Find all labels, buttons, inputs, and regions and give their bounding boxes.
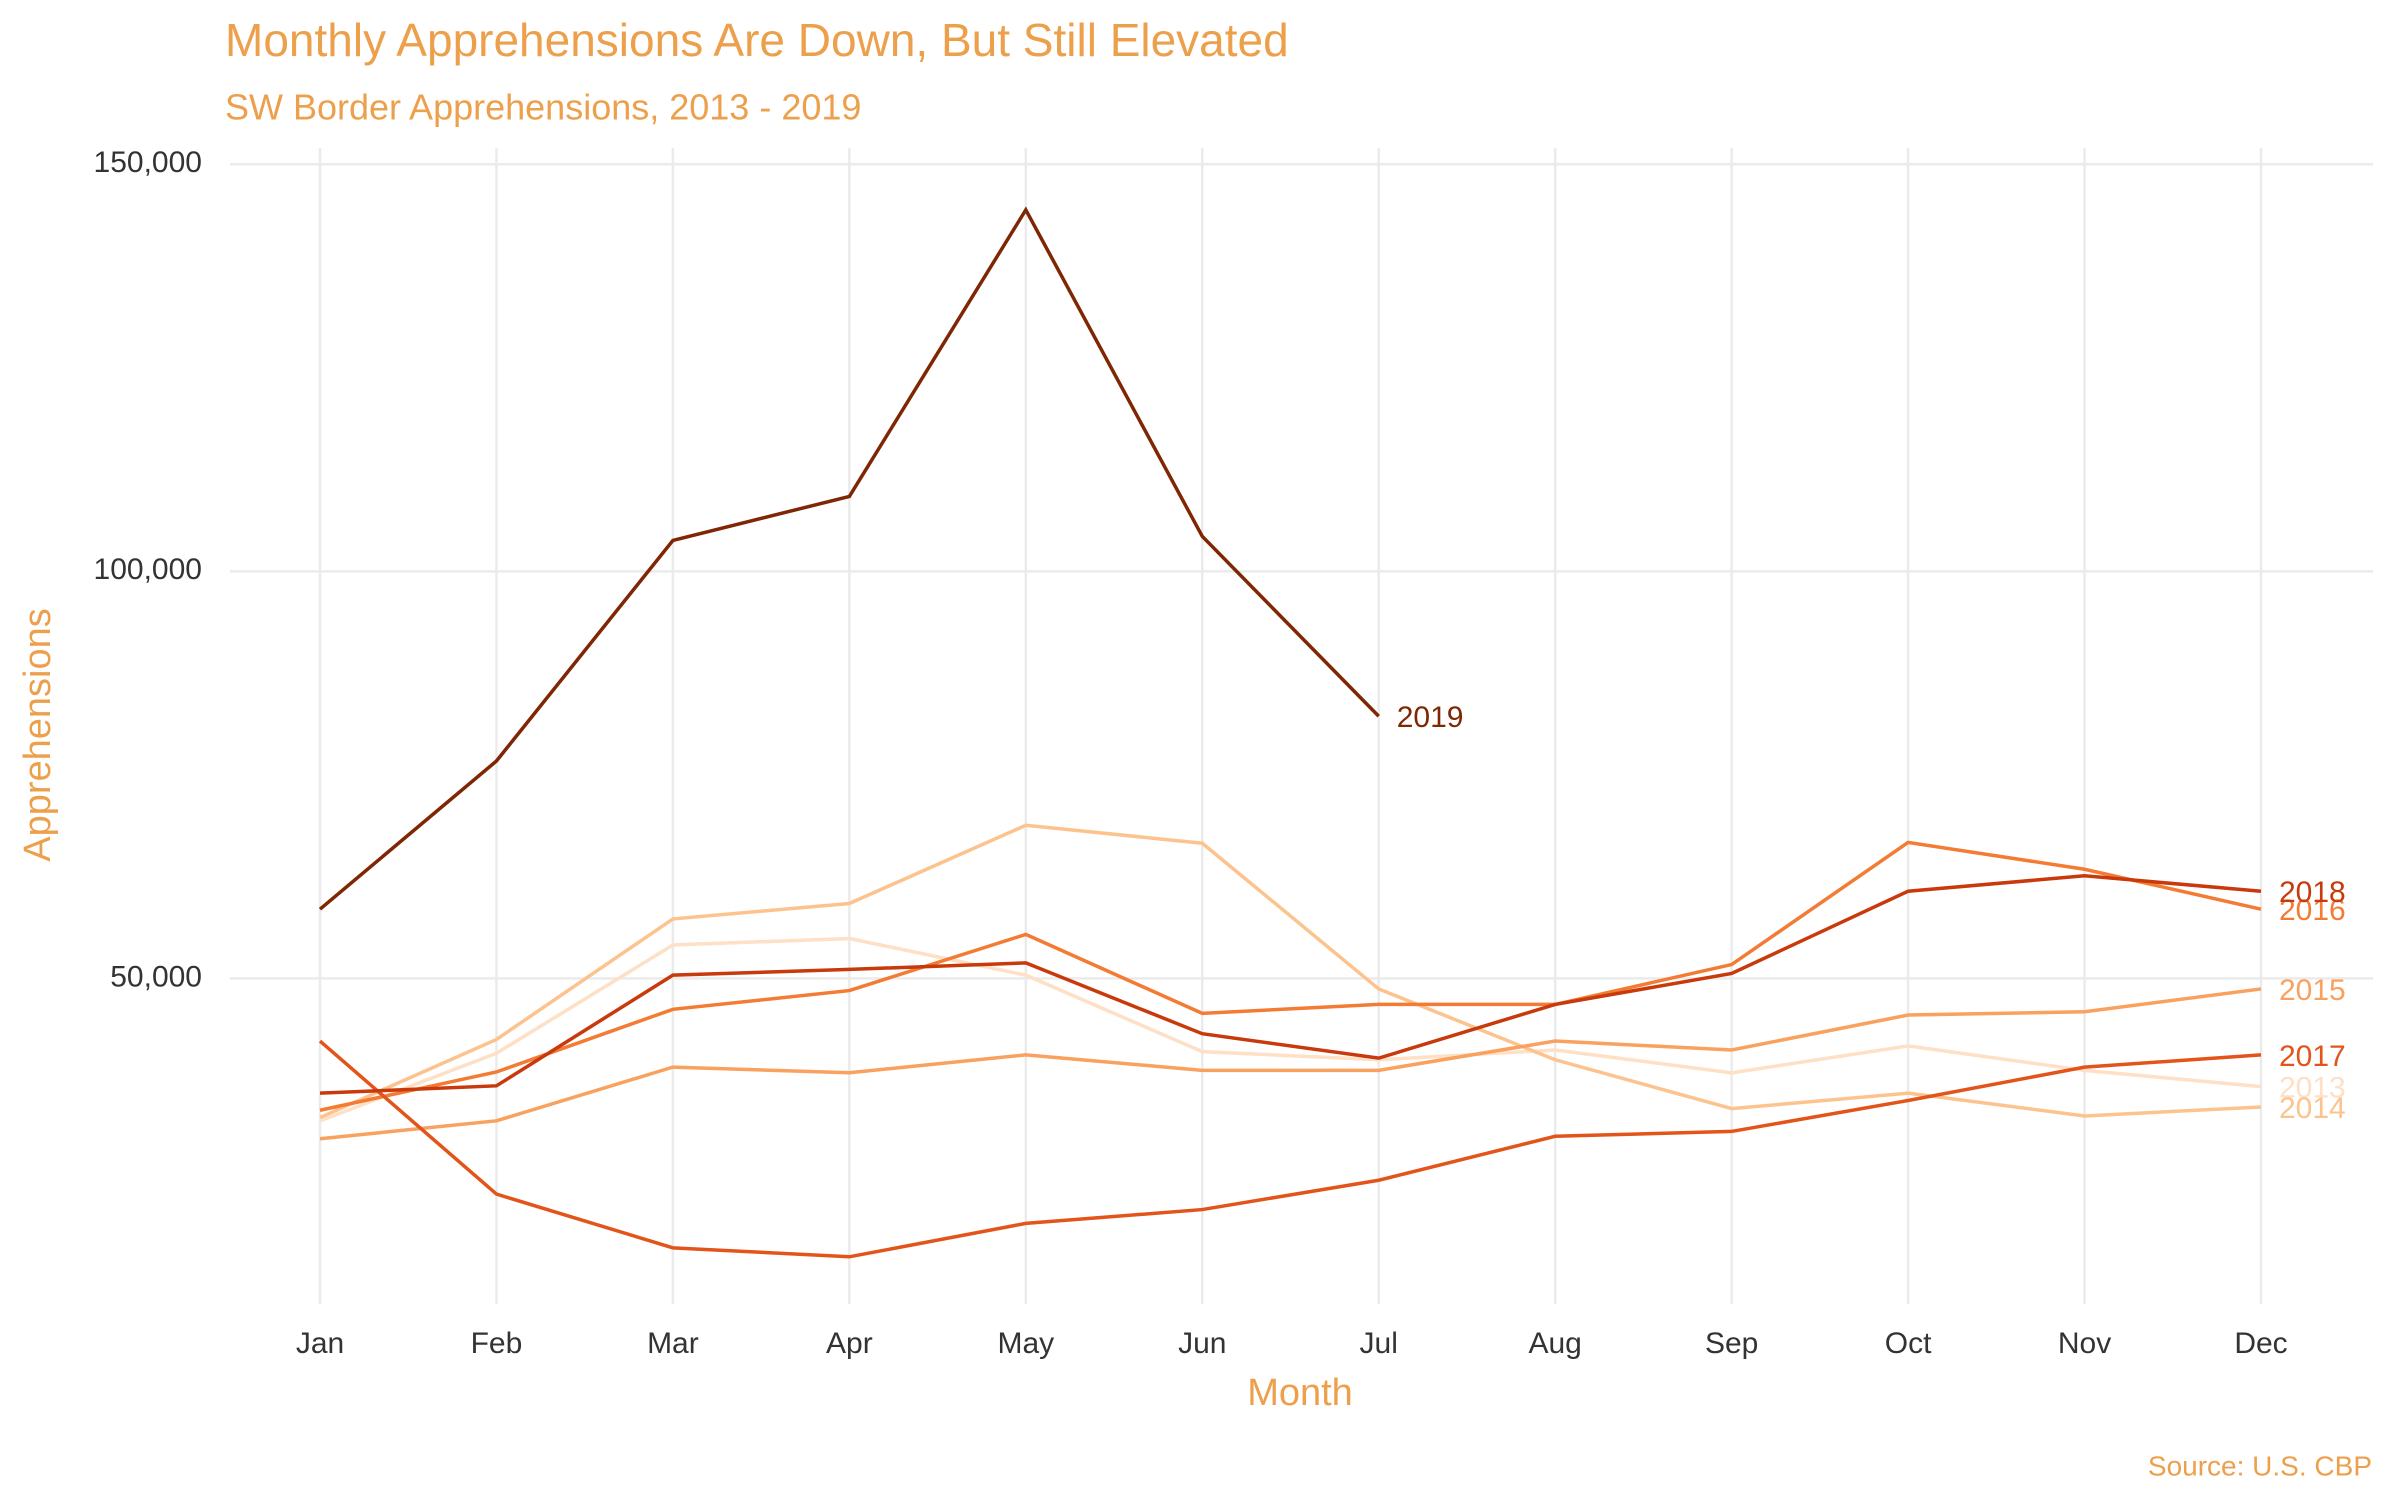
x-axis-label: Month	[1247, 1372, 1353, 1414]
series-label: 2018	[2279, 876, 2346, 909]
x-tick-label: Nov	[2058, 1327, 2111, 1360]
x-tick-label: Jul	[1360, 1327, 1398, 1360]
chart-title: Monthly Apprehensions Are Down, But Stil…	[225, 14, 1289, 66]
series-label: 2013	[2279, 1072, 2346, 1105]
x-tick-label: Feb	[471, 1327, 523, 1360]
series-label: 2017	[2279, 1040, 2346, 1073]
chart-subtitle: SW Border Apprehensions, 2013 - 2019	[225, 87, 861, 128]
series-label: 2016	[2279, 894, 2346, 927]
series-line	[319, 987, 2262, 1141]
x-tick-label: Mar	[647, 1327, 699, 1360]
source-note: Source: U.S. CBP	[2148, 1450, 2372, 1481]
y-axis-label: Apprehensions	[17, 608, 59, 862]
x-tick-label: Sep	[1705, 1327, 1758, 1360]
y-tick-label: 150,000	[94, 146, 202, 179]
series-line	[319, 874, 2262, 1095]
x-tick-label: Jun	[1178, 1327, 1226, 1360]
series-label: 2019	[1397, 701, 1464, 734]
series-line	[319, 840, 2262, 1112]
series-line	[318, 1039, 2262, 1259]
series-line	[319, 936, 2262, 1123]
x-tick-label: Apr	[826, 1327, 873, 1360]
y-tick-label: 100,000	[94, 553, 202, 586]
series-line	[319, 823, 2262, 1120]
x-tick-label: May	[997, 1327, 1054, 1360]
y-tick-label: 50,000	[110, 960, 202, 993]
series-label: 2014	[2279, 1092, 2346, 1125]
series-line	[318, 206, 1380, 911]
series-label: 2015	[2279, 974, 2346, 1007]
x-tick-label: Oct	[1885, 1327, 1932, 1360]
x-tick-label: Jan	[296, 1327, 344, 1360]
x-tick-label: Dec	[2234, 1327, 2287, 1360]
x-tick-label: Aug	[1528, 1327, 1581, 1360]
